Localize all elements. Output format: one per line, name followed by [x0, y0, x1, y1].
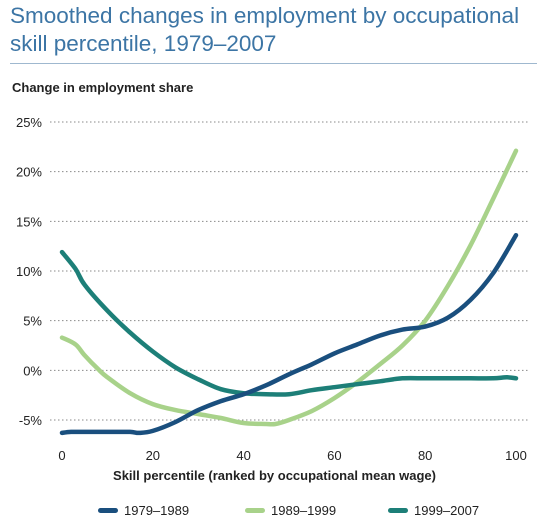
y-axis-label: Change in employment share: [12, 80, 194, 95]
legend-label-1999-2007: 1999–2007: [414, 502, 480, 518]
legend-swatch-1999-2007: [388, 507, 408, 513]
x-tick-label: 80: [418, 448, 432, 463]
line-chart: 25% 20% 15% 10% 5% 0% -5% 0 20 40 60 80 100: [16, 115, 530, 463]
legend-label-1989-1999: 1989–1999: [271, 502, 337, 518]
x-tick-label: 100: [505, 448, 527, 463]
x-tick-label: 0: [58, 448, 65, 463]
legend-swatch-1989-1999: [245, 507, 265, 513]
y-tick-label: 25%: [16, 115, 42, 130]
x-tick-label: 20: [146, 448, 160, 463]
x-axis-label: Skill percentile (ranked by occupational…: [113, 468, 436, 483]
title-divider: [10, 63, 537, 64]
y-tick-label: 0%: [23, 363, 42, 378]
y-tick-label: 5%: [23, 314, 42, 329]
legend-label-1979-1989: 1979–1989: [124, 502, 190, 518]
legend-item-1979-1989: 1979–1989: [98, 500, 189, 520]
y-tick-label: 15%: [16, 214, 42, 229]
y-tick-label: 20%: [16, 165, 42, 180]
legend: 1979–1989 1989–1999 1999–2007: [0, 500, 549, 520]
series-line-1979-1989: [59, 232, 519, 436]
legend-swatch-1979-1989: [98, 507, 118, 513]
x-tick-label: 40: [236, 448, 250, 463]
y-tick-label: 10%: [16, 264, 42, 279]
chart-title: Smoothed changes in employment by occupa…: [10, 3, 520, 56]
x-tick-label: 60: [327, 448, 341, 463]
legend-item-1989-1999: 1989–1999: [245, 500, 336, 520]
series-line-1999-2007: [59, 249, 519, 397]
series-line-1989-1999: [59, 148, 519, 427]
legend-item-1999-2007: 1999–2007: [388, 500, 479, 520]
y-tick-label: -5%: [19, 413, 43, 428]
